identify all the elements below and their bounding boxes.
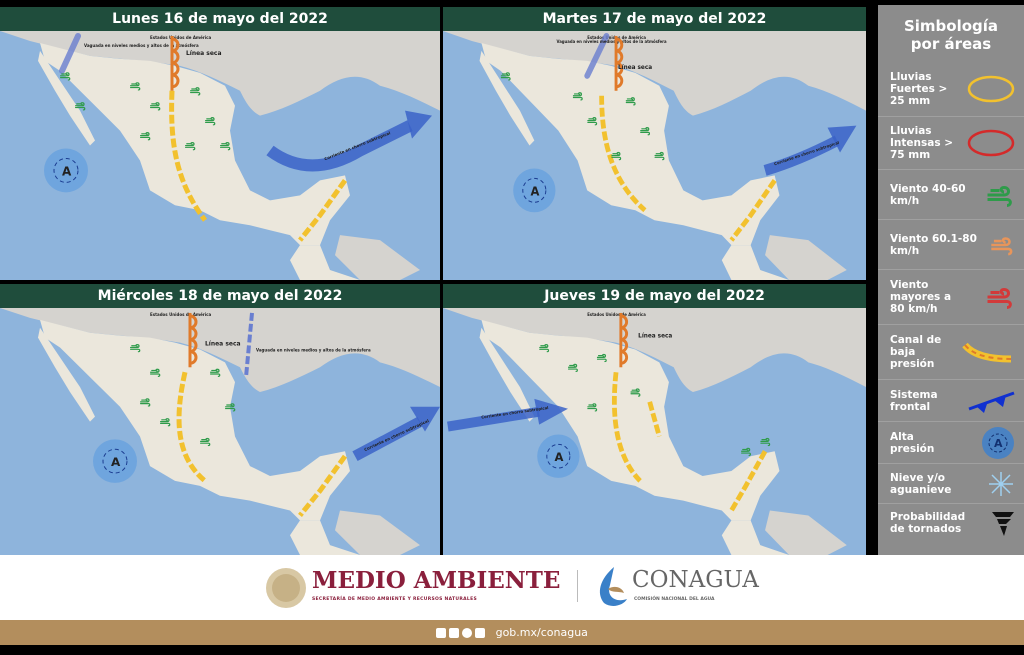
map-panel-monday: Lunes 16 de mayo del 2022 Estados Unidos…: [0, 7, 440, 280]
high-pressure-icon: [44, 148, 88, 193]
low-pressure-trough: [176, 371, 207, 483]
map-panel-tuesday: Martes 17 de mayo del 2022 Estados Unido…: [443, 7, 866, 280]
svg-text:A: A: [530, 184, 540, 198]
jet-stream-arrow: [447, 406, 540, 432]
map-panel-thursday: Jueves 19 de mayo del 2022 Estados Unido…: [443, 284, 866, 555]
mexico-coat-of-arms-logo: [266, 568, 306, 608]
panel-title: Miércoles 18 de mayo del 2022: [0, 284, 440, 308]
legend-item-wind-40-60: Viento 40-60 km/h: [878, 169, 1024, 219]
panel-title: Jueves 19 de mayo del 2022: [443, 284, 866, 308]
panel-title: Lunes 16 de mayo del 2022: [0, 7, 440, 31]
medio-ambiente-logo-text: MEDIO AMBIENTE: [312, 567, 561, 594]
legend-item-intense-rain: Lluvias Intensas > 75 mm: [878, 116, 1024, 169]
conagua-logo-text: CONAGUA: [632, 567, 759, 593]
medio-ambiente-subtitle: SECRETARÍA DE MEDIO AMBIENTE Y RECURSOS …: [312, 597, 478, 602]
forecast-map: Estados Unidos de América Línea seca Cor…: [443, 308, 866, 555]
social-bar: gob.mx/conagua: [0, 620, 1024, 645]
legend-item-snow: Nieve y/o aguanieve: [878, 463, 1024, 503]
instagram-icon[interactable]: [462, 628, 473, 638]
legend-item-wind-60-80: Viento 60.1-80 km/h: [878, 219, 1024, 269]
legend: Simbología por áreas Lluvias Fuertes > 25…: [878, 5, 1024, 555]
forecast-map: Estados Unidos de América Vaguada en niv…: [0, 308, 440, 555]
low-pressure-trough: [612, 371, 642, 483]
legend-item-tornado: Probabilidad de tornados: [878, 503, 1024, 541]
footer: MEDIO AMBIENTE SECRETARÍA DE MEDIO AMBIE…: [0, 555, 1024, 620]
wind-red-icon: [987, 287, 1012, 309]
trough-line-icon: [962, 342, 1012, 363]
svg-text:A: A: [62, 164, 72, 178]
forecast-map: Estados Unidos de América Vaguada en niv…: [443, 31, 866, 280]
svg-text:Estados Unidos de América: Estados Unidos de América: [587, 312, 646, 317]
yellow-ellipse-icon: [967, 75, 1015, 102]
legend-title: Simbología por áreas: [903, 17, 999, 53]
legend-item-low-pressure: Canal de baja presión: [878, 324, 1024, 379]
red-ellipse-icon: [967, 129, 1015, 157]
high-pressure-icon: [513, 168, 556, 213]
jet-stream-arrow: [763, 135, 840, 176]
wind-green-icon: [987, 185, 1012, 207]
high-pressure-icon: [537, 434, 580, 478]
map-panel-wednesday: Miércoles 18 de mayo del 2022 Estados Un…: [0, 284, 440, 555]
twitter-icon[interactable]: [449, 628, 460, 638]
legend-item-cold-front: Sistema frontal: [878, 379, 1024, 421]
svg-text:A: A: [994, 437, 1003, 450]
svg-text:Estados Unidos de América: Estados Unidos de América: [150, 312, 212, 317]
cold-front-icon: [968, 391, 1015, 413]
legend-item-wind-80: Viento mayores a 80 km/h: [878, 269, 1024, 324]
legend-item-heavy-rain: Lluvias Fuertes > 25 mm: [878, 61, 1024, 116]
low-pressure-trough: [599, 95, 647, 213]
svg-text:A: A: [555, 450, 564, 464]
trough-symbol: [584, 32, 610, 79]
usa-label: Estados Unidos de América: [150, 35, 212, 40]
trough-label: Vaguada en niveles medios y altos de la …: [84, 43, 199, 48]
conagua-logo: [599, 567, 627, 606]
tornado-icon: [992, 511, 1014, 536]
trough-symbol: [59, 32, 81, 74]
svg-text:Línea seca: Línea seca: [638, 333, 672, 340]
trough-label: Vaguada en niveles medios y altos de la …: [256, 347, 371, 352]
svg-text:Línea seca: Línea seca: [618, 64, 652, 71]
trough-label: Vaguada en niveles medios y altos de la …: [556, 39, 667, 44]
divider: [577, 570, 578, 602]
svg-text:Línea seca: Línea seca: [205, 341, 241, 348]
jet-stream-arrow: [266, 120, 413, 172]
high-pressure-icon: A: [982, 426, 1014, 459]
conagua-subtitle: COMISIÓN NACIONAL DEL AGUA: [634, 597, 715, 602]
snowflake-icon: [989, 471, 1013, 496]
jet-stream-arrow: [352, 416, 423, 461]
youtube-icon[interactable]: [475, 628, 486, 638]
low-pressure-trough: [169, 90, 208, 222]
dryline-label: Línea seca: [186, 50, 221, 57]
high-pressure-icon: [93, 439, 137, 483]
svg-text:A: A: [111, 455, 121, 469]
forecast-map: Estados Unidos de América Vaguada en niv…: [0, 31, 440, 280]
website-link[interactable]: gob.mx/conagua: [495, 626, 588, 639]
facebook-icon[interactable]: [436, 628, 447, 638]
panel-title: Martes 17 de mayo del 2022: [443, 7, 866, 31]
wind-orange-icon: [991, 236, 1013, 255]
legend-item-high-pressure: Alta presión A: [878, 421, 1024, 463]
